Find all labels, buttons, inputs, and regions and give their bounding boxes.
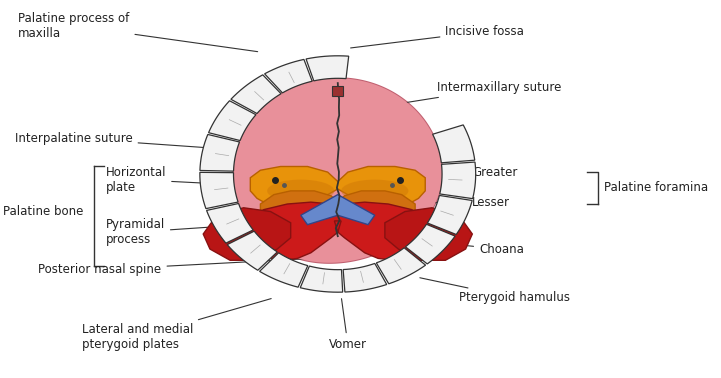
Text: Incisive fossa: Incisive fossa [350, 25, 524, 48]
Polygon shape [227, 231, 278, 270]
Ellipse shape [267, 180, 335, 202]
Text: Palatine process of
maxilla: Palatine process of maxilla [18, 12, 257, 52]
Polygon shape [208, 101, 256, 141]
Polygon shape [207, 203, 253, 243]
Text: Vomer: Vomer [329, 299, 367, 351]
Ellipse shape [341, 180, 408, 202]
Polygon shape [234, 78, 442, 263]
Text: Lateral and medial
pterygoid plates: Lateral and medial pterygoid plates [82, 299, 271, 351]
Polygon shape [433, 125, 474, 163]
Polygon shape [376, 248, 425, 284]
Text: Intermaxillary suture: Intermaxillary suture [384, 81, 562, 106]
Text: Choana: Choana [408, 240, 524, 256]
Text: Lesser: Lesser [417, 196, 510, 209]
Polygon shape [200, 172, 238, 209]
Polygon shape [250, 166, 425, 208]
Text: Pyramidal
process: Pyramidal process [106, 218, 244, 246]
Polygon shape [428, 195, 472, 234]
Polygon shape [260, 253, 308, 287]
Text: Interpalatine suture: Interpalatine suture [15, 132, 311, 155]
Polygon shape [200, 135, 239, 171]
Text: Horizontal
plate: Horizontal plate [106, 166, 257, 194]
Text: Posterior nasal spine: Posterior nasal spine [38, 259, 309, 276]
Polygon shape [343, 263, 386, 292]
Polygon shape [203, 208, 291, 260]
Polygon shape [440, 162, 476, 199]
Bar [332, 86, 343, 96]
Text: Palatine bone: Palatine bone [3, 205, 83, 218]
Polygon shape [234, 78, 442, 263]
Text: Palatine foramina: Palatine foramina [603, 181, 707, 194]
Polygon shape [244, 202, 432, 260]
Text: Pterygoid hamulus: Pterygoid hamulus [420, 278, 570, 304]
Polygon shape [385, 208, 472, 260]
Polygon shape [300, 266, 342, 292]
Text: Greater: Greater [413, 166, 518, 187]
Polygon shape [301, 195, 375, 225]
Polygon shape [405, 224, 455, 264]
Polygon shape [306, 56, 349, 81]
Polygon shape [265, 59, 312, 93]
Polygon shape [260, 191, 415, 230]
Polygon shape [231, 75, 281, 113]
